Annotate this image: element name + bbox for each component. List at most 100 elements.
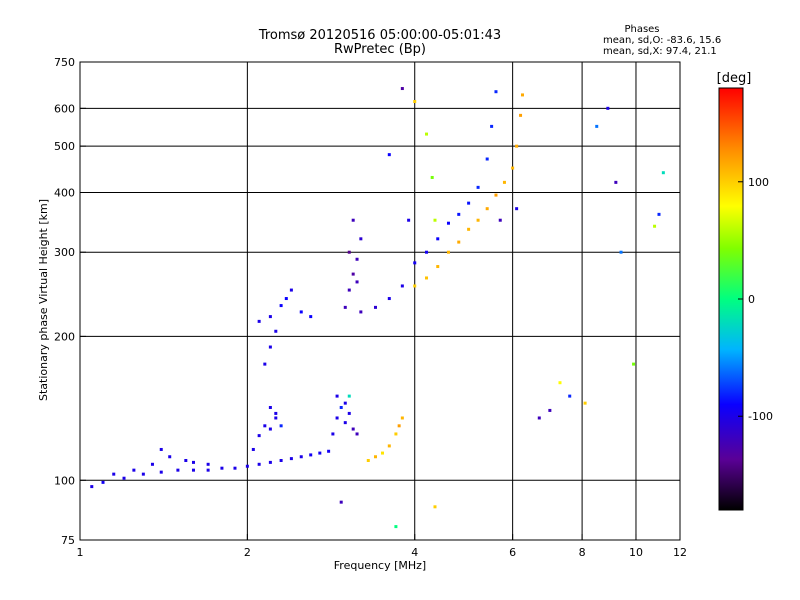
data-point (373, 305, 377, 309)
data-point (413, 100, 417, 104)
data-point (366, 458, 370, 462)
data-point (351, 427, 355, 431)
data-point (494, 90, 498, 94)
data-point (101, 480, 105, 484)
data-point (274, 329, 278, 333)
data-point (279, 304, 283, 308)
data-point (263, 424, 267, 428)
data-point (257, 434, 261, 438)
x-axis-ticks: 1 2 4 6 8 10 12 (77, 534, 687, 559)
data-point (191, 460, 195, 464)
data-point (490, 124, 494, 128)
data-point (309, 453, 313, 457)
data-point (387, 297, 391, 301)
data-point (347, 288, 351, 292)
data-point (558, 381, 562, 385)
data-point (413, 284, 417, 288)
data-point (515, 144, 519, 148)
data-point (268, 405, 272, 409)
data-point (132, 468, 136, 472)
chart-subtitle: RwPretec (Bp) (334, 42, 426, 57)
data-point (485, 157, 489, 161)
data-point (268, 427, 272, 431)
data-point (355, 432, 359, 436)
plot-frame (79, 61, 681, 541)
data-point (436, 265, 440, 269)
data-point (268, 345, 272, 349)
data-point (309, 315, 313, 319)
data-point (343, 421, 347, 425)
data-point (347, 411, 351, 415)
data-point (284, 297, 288, 301)
data-point (606, 106, 610, 110)
y-tick-label: 300 (54, 246, 75, 259)
data-point (467, 201, 471, 205)
data-point (355, 257, 359, 261)
chart-title: Tromsø 20120516 05:00:00-05:01:43 (258, 28, 501, 43)
data-point (176, 468, 180, 472)
data-point (251, 447, 255, 451)
data-point (467, 227, 471, 231)
y-tick-label: 200 (54, 330, 75, 343)
data-point (168, 455, 172, 459)
colorbar-tick-label: 100 (748, 176, 769, 189)
data-point (407, 218, 411, 222)
data-point (359, 237, 363, 241)
y-tick-label: 75 (61, 534, 75, 547)
data-point (400, 284, 404, 288)
y-tick-label: 750 (54, 56, 75, 69)
data-point (90, 485, 94, 489)
data-point (485, 207, 489, 211)
data-point (347, 250, 351, 254)
data-point (335, 416, 339, 420)
data-point (425, 132, 429, 136)
data-point (653, 224, 657, 228)
data-point (476, 185, 480, 189)
data-point (457, 212, 461, 216)
data-point (150, 462, 154, 466)
data-point (279, 458, 283, 462)
data-point (619, 250, 623, 254)
data-point (400, 416, 404, 420)
y-axis-ticks: 75 100 200 300 400 500 600 750 (54, 56, 86, 547)
data-point (425, 250, 429, 254)
data-point (299, 310, 303, 314)
colorbar-title: [deg] (717, 71, 752, 86)
data-point (268, 315, 272, 319)
data-point (191, 468, 195, 472)
y-axis-label: Stationary phase Virtual Height [km] (37, 199, 50, 401)
x-tick-label: 10 (629, 546, 643, 559)
data-point (387, 153, 391, 157)
data-point (583, 401, 587, 405)
y-tick-label: 500 (54, 140, 75, 153)
data-point (498, 218, 502, 222)
data-point (400, 87, 404, 91)
data-point (457, 240, 461, 244)
data-point (318, 451, 322, 455)
data-point (568, 394, 572, 398)
data-point (387, 444, 391, 448)
data-point (494, 193, 498, 197)
data-point (343, 305, 347, 309)
data-point (476, 218, 480, 222)
data-point (446, 221, 450, 225)
data-point (519, 113, 523, 117)
data-point (433, 218, 437, 222)
colorbar-ticks: -100 0 100 (738, 176, 773, 423)
data-point (206, 462, 210, 466)
x-tick-label: 4 (411, 546, 418, 559)
colorbar-tick-label: -100 (748, 410, 773, 423)
data-point (380, 451, 384, 455)
legend-title: Phases (624, 24, 659, 35)
data-point (274, 416, 278, 420)
data-point (394, 432, 398, 436)
data-point (206, 468, 210, 472)
data-point (520, 93, 524, 97)
data-point (359, 310, 363, 314)
data-point (632, 362, 636, 366)
y-tick-label: 400 (54, 186, 75, 199)
data-point (220, 466, 224, 470)
data-point (299, 455, 303, 459)
data-point (537, 416, 541, 420)
data-point (436, 237, 440, 241)
